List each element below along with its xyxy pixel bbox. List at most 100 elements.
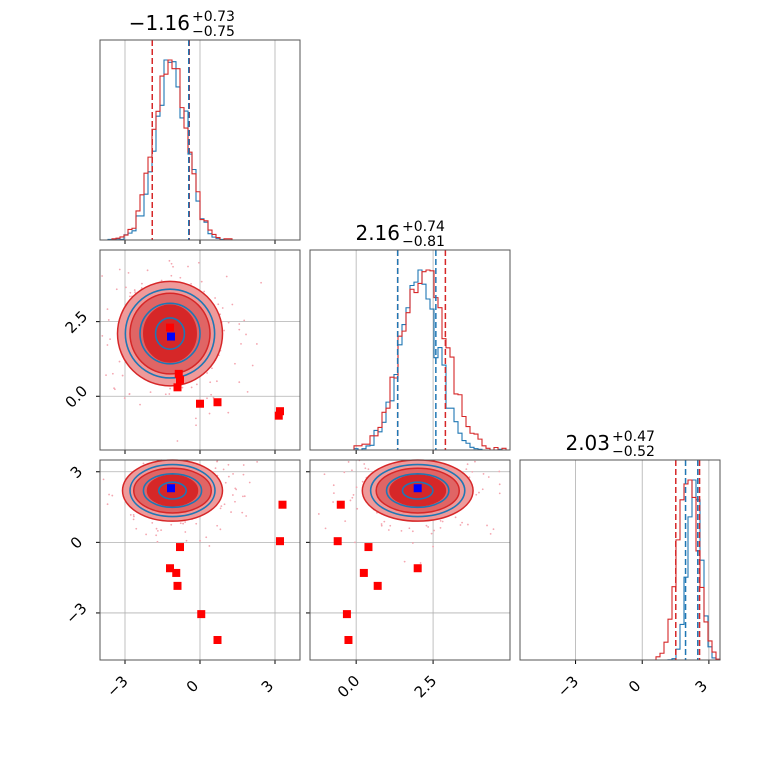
sample-dot	[243, 319, 246, 322]
sample-dot	[181, 386, 184, 389]
blue-contour-level	[157, 481, 188, 500]
sample-dot	[242, 495, 244, 498]
sample-dot	[156, 529, 159, 532]
sample-dot	[216, 524, 219, 527]
x-tick-label: −3	[103, 672, 131, 700]
sample-dot	[251, 364, 254, 367]
sample-dot	[132, 518, 135, 521]
sample-dot	[220, 505, 223, 508]
sample-dot	[231, 303, 234, 306]
panel-2d-param-1-vs-param-2: 0.0 2.5	[306, 459, 511, 701]
sample-dot	[212, 396, 215, 399]
sample-dot	[210, 393, 213, 396]
sample-dot	[182, 522, 185, 525]
sample-dot	[459, 524, 462, 526]
sample-dot	[190, 282, 192, 285]
sample-dot	[224, 481, 227, 484]
sample-dot	[105, 374, 107, 377]
sample-dot	[324, 527, 327, 530]
red-square-marker	[166, 323, 174, 332]
panel-title-value: −1.16	[129, 11, 190, 35]
panel-title-plus: +0.74	[402, 219, 445, 235]
panel-title-minus: −0.52	[612, 444, 655, 460]
sample-dot	[241, 511, 244, 514]
sample-dot	[403, 560, 406, 563]
panel-title-value: 2.03	[565, 431, 610, 455]
sample-dot	[430, 532, 433, 535]
sample-dot	[349, 499, 352, 502]
sample-dot	[486, 524, 488, 527]
red-square-marker	[413, 564, 422, 573]
panel-1d-param-1: 2.16 +0.74−0.81	[309, 219, 511, 454]
sample-dot	[255, 343, 258, 345]
sample-dot	[108, 493, 110, 496]
sample-dot	[482, 473, 485, 475]
sample-dot	[387, 529, 390, 531]
sample-dot	[466, 463, 469, 466]
panel-title-plus: +0.47	[612, 429, 655, 445]
sample-dot	[411, 530, 414, 533]
sample-dot	[419, 562, 422, 564]
sample-dot	[242, 464, 245, 466]
sample-dot	[102, 478, 105, 481]
red-square-marker	[196, 399, 204, 408]
red-square-marker	[197, 610, 206, 619]
red-square-marker	[333, 537, 342, 546]
sample-dot	[197, 261, 200, 264]
sample-dot	[227, 463, 230, 466]
red-square-marker	[173, 581, 182, 590]
sample-dot	[411, 542, 414, 544]
sample-dot	[101, 275, 103, 277]
sample-dot	[408, 527, 411, 530]
blue-square-marker	[413, 484, 422, 493]
sample-dot	[206, 372, 208, 374]
blue-square-marker	[167, 332, 175, 341]
blue-contour-level	[369, 463, 466, 518]
scatter-frame	[309, 459, 511, 661]
x-tick-label: 0	[183, 677, 202, 696]
sample-dot	[364, 467, 367, 470]
sample-dot	[225, 275, 228, 278]
red-square-marker	[364, 543, 373, 552]
hist-frame	[99, 39, 301, 241]
sample-dot	[474, 460, 476, 463]
sample-dot	[433, 529, 435, 532]
sample-dot	[111, 372, 114, 375]
sample-dot	[471, 470, 474, 473]
sample-dot	[176, 440, 179, 442]
sample-dot	[217, 303, 220, 306]
sample-dot	[156, 540, 159, 543]
sample-dot	[245, 333, 247, 336]
red-square-marker	[342, 610, 351, 619]
red-histogram-step	[310, 269, 510, 451]
sample-dot	[129, 513, 132, 516]
sample-dot	[240, 342, 242, 345]
red-square-marker	[276, 537, 284, 546]
sample-dot	[222, 468, 225, 471]
sample-dot	[219, 528, 222, 531]
sample-dot	[101, 334, 104, 337]
sample-dot	[498, 483, 501, 486]
sample-dot	[139, 403, 141, 406]
sample-dot	[465, 468, 468, 471]
sample-dot	[427, 526, 430, 528]
sample-dot	[203, 290, 206, 293]
sample-dot	[187, 265, 189, 268]
red-square-marker	[174, 369, 183, 378]
sample-dot	[170, 523, 173, 526]
y-tick-label: 0	[67, 533, 86, 552]
sample-dot	[170, 274, 173, 277]
sample-dot	[199, 539, 201, 542]
sample-dot	[352, 494, 355, 496]
blue-contour-level	[129, 463, 216, 518]
sample-dot	[221, 307, 224, 309]
sample-dot	[383, 520, 386, 523]
sample-dot	[168, 393, 171, 395]
sample-dot	[123, 397, 126, 399]
sample-dot	[332, 501, 335, 503]
sample-dot	[230, 511, 232, 513]
blue-contour-level	[401, 481, 434, 500]
sample-dot	[106, 344, 109, 346]
sample-dot	[129, 291, 132, 294]
